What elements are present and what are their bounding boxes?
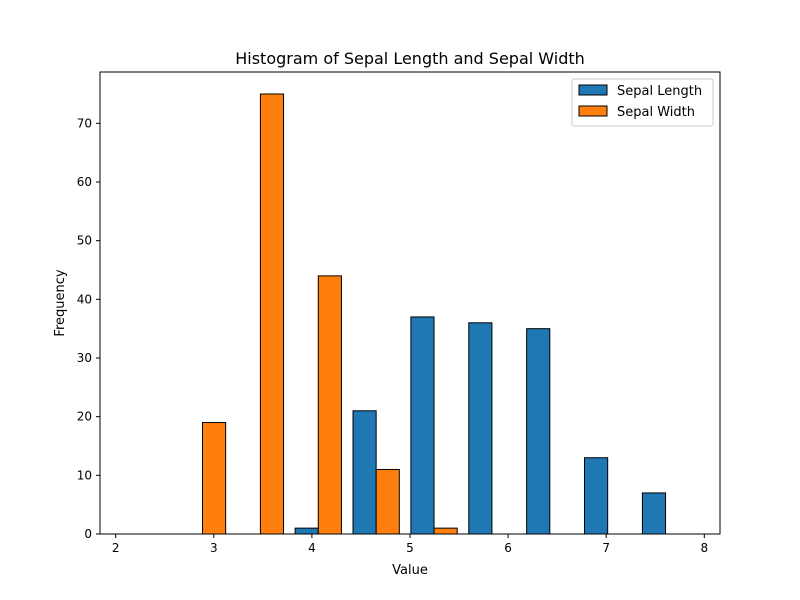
- y-tick-label: 20: [77, 410, 92, 424]
- y-tick-label: 70: [77, 116, 92, 130]
- x-tick-label: 7: [602, 541, 610, 555]
- y-axis-label: Frequency: [53, 269, 68, 336]
- plot-frame: [99, 71, 721, 535]
- chart-title: Histogram of Sepal Length and Sepal Widt…: [235, 49, 585, 68]
- x-tick-label: 6: [504, 541, 512, 555]
- y-tick-label: 10: [77, 468, 92, 482]
- bar-sepal-width-2: [259, 93, 285, 535]
- y-axis-ticks: 0 10 20 30 40 50 60 70: [77, 116, 100, 541]
- bar-sepal-length-3: [294, 527, 319, 535]
- legend: Sepal Length Sepal Width: [571, 78, 714, 127]
- x-tick-label: 8: [700, 541, 708, 555]
- x-tick-label: 2: [112, 541, 120, 555]
- y-tick-label: 30: [77, 351, 92, 365]
- bar-sepal-width-3: [317, 275, 342, 535]
- bar-sepal-length-6: [468, 322, 493, 535]
- bars-group: [120, 93, 690, 535]
- bar-sepal-length-5: [410, 316, 435, 535]
- bar-sepal-width-1: [202, 422, 227, 535]
- bar-sepal-length-8: [584, 457, 609, 535]
- x-axis-ticks: 2 3 4 5 6 7 8: [112, 534, 708, 555]
- y-tick-label: 40: [77, 292, 92, 306]
- x-axis-label: Value: [392, 563, 428, 578]
- y-tick-label: 0: [84, 527, 92, 541]
- bar-sepal-width-4: [375, 468, 400, 535]
- legend-swatch-sepal-width: [578, 105, 608, 117]
- y-tick-label: 50: [77, 234, 92, 248]
- legend-swatch-sepal-length: [578, 84, 608, 96]
- bar-sepal-length-9: [641, 492, 667, 535]
- x-tick-label: 4: [308, 541, 316, 555]
- y-tick-label: 60: [77, 175, 92, 189]
- bar-sepal-length-4: [352, 410, 377, 535]
- x-tick-label: 3: [210, 541, 218, 555]
- bar-sepal-length-7: [526, 328, 551, 535]
- legend-label-sepal-width: Sepal Width: [617, 105, 695, 120]
- x-tick-label: 5: [406, 541, 414, 555]
- legend-label-sepal-length: Sepal Length: [617, 84, 702, 99]
- bar-sepal-width-5: [433, 527, 458, 535]
